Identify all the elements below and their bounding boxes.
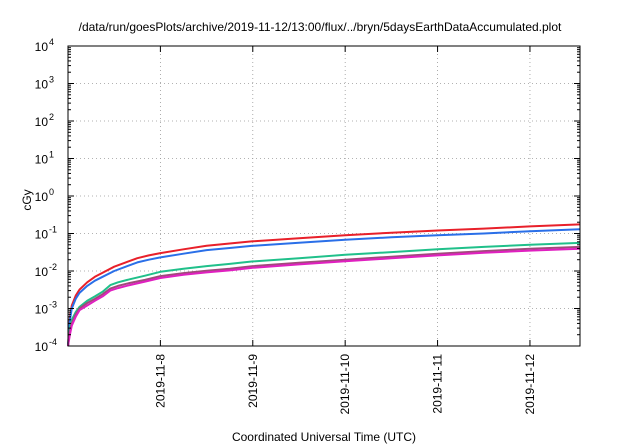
y-tick-label: 10 bbox=[35, 190, 49, 204]
y-tick-exponent: -2 bbox=[49, 262, 57, 272]
y-tick-label: 10 bbox=[35, 265, 49, 279]
x-tick-label: 2019-11-8 bbox=[153, 354, 167, 408]
y-tick-base: 10 bbox=[35, 265, 49, 279]
y-tick-label: 10 bbox=[35, 78, 49, 92]
x-tick-label: 2019-11-9 bbox=[246, 354, 260, 408]
series-line-1 bbox=[67, 223, 581, 347]
series-line-5 bbox=[67, 247, 581, 347]
y-tick-base: 10 bbox=[35, 115, 49, 129]
series-line-2 bbox=[67, 228, 581, 347]
y-tick-base: 10 bbox=[35, 40, 49, 54]
y-tick-label: 10 bbox=[35, 303, 49, 317]
y-tick-base: 10 bbox=[35, 78, 49, 92]
x-tick-label: 2019-11-10 bbox=[338, 354, 352, 415]
y-tick-base: 10 bbox=[35, 228, 49, 242]
y-tick-exponent: -4 bbox=[49, 337, 57, 347]
y-tick-label: 10 bbox=[35, 228, 49, 242]
y-tick-exponent: 0 bbox=[49, 187, 54, 197]
series-group bbox=[67, 223, 581, 347]
y-tick-label: 10 bbox=[35, 40, 49, 54]
y-tick-exponent: -3 bbox=[49, 300, 57, 310]
y-tick-exponent: 4 bbox=[49, 37, 54, 47]
y-tick-exponent: 3 bbox=[49, 75, 54, 85]
y-tick-exponent: 2 bbox=[49, 112, 54, 122]
x-tick-label: 2019-11-12 bbox=[523, 354, 537, 415]
series-line-3 bbox=[67, 241, 581, 347]
ticks bbox=[68, 45, 580, 347]
chart-title: /data/run/goesPlots/archive/2019-11-12/1… bbox=[78, 20, 562, 34]
y-tick-label: 10 bbox=[35, 115, 49, 129]
y-tick-label: 10 bbox=[35, 153, 49, 167]
y-tick-exponent: 1 bbox=[49, 150, 54, 160]
y-tick-base: 10 bbox=[35, 340, 49, 354]
y-tick-label: 10 bbox=[35, 340, 49, 354]
y-tick-base: 10 bbox=[35, 153, 49, 167]
grid bbox=[68, 46, 580, 346]
x-tick-label: 2019-11-11 bbox=[431, 354, 445, 414]
y-tick-exponent: -1 bbox=[49, 225, 57, 235]
y-tick-base: 10 bbox=[35, 303, 49, 317]
x-axis-label: Coordinated Universal Time (UTC) bbox=[231, 430, 417, 444]
y-tick-base: 10 bbox=[35, 190, 49, 204]
